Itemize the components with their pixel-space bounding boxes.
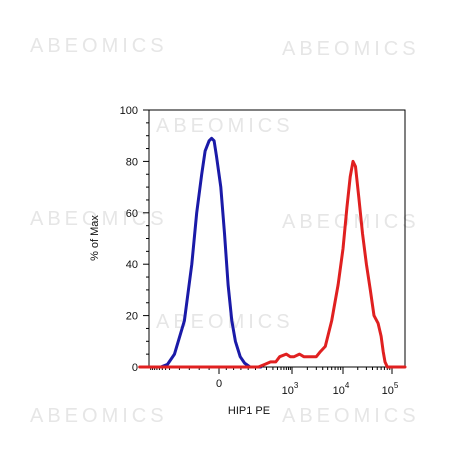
watermark: ABEOMICS (282, 405, 420, 427)
watermark: ABEOMICS (30, 405, 168, 427)
y-tick-label: 60 (126, 208, 138, 220)
x-tick-label: 0 (216, 378, 222, 390)
series-layer (138, 136, 407, 369)
watermark: ABEOMICS (156, 311, 294, 333)
y-tick-label: 100 (120, 105, 138, 117)
histogram-series-2 (138, 159, 407, 369)
y-tick-label: 20 (126, 311, 138, 323)
x-tick-label: 105 (382, 381, 399, 397)
x-axis-title: HIP1 PE (228, 405, 270, 417)
x-tick-label: 103 (282, 381, 299, 397)
y-tick-label: 80 (126, 156, 138, 168)
y-tick-label: 0 (132, 362, 138, 374)
watermark: ABEOMICS (30, 208, 168, 230)
y-axis: 0 20 40 60 80 100 (120, 105, 149, 374)
watermark: ABEOMICS (282, 38, 420, 60)
watermarks: ABEOMICS ABEOMICS ABEOMICS ABEOMICS ABEO… (30, 35, 420, 427)
watermark: ABEOMICS (156, 115, 294, 137)
x-tick-label: 104 (333, 381, 350, 397)
x-tick-exponent: 5 (394, 381, 399, 390)
x-tick-exponent: 4 (345, 381, 350, 390)
watermark: ABEOMICS (282, 211, 420, 233)
y-tick-label: 40 (126, 259, 138, 271)
histogram-series-1 (159, 136, 263, 369)
watermark: ABEOMICS (30, 35, 168, 57)
x-axis: 0 103 104 105 (150, 367, 399, 397)
y-axis-title: % of Max (89, 215, 101, 261)
x-tick-exponent: 3 (294, 381, 299, 390)
